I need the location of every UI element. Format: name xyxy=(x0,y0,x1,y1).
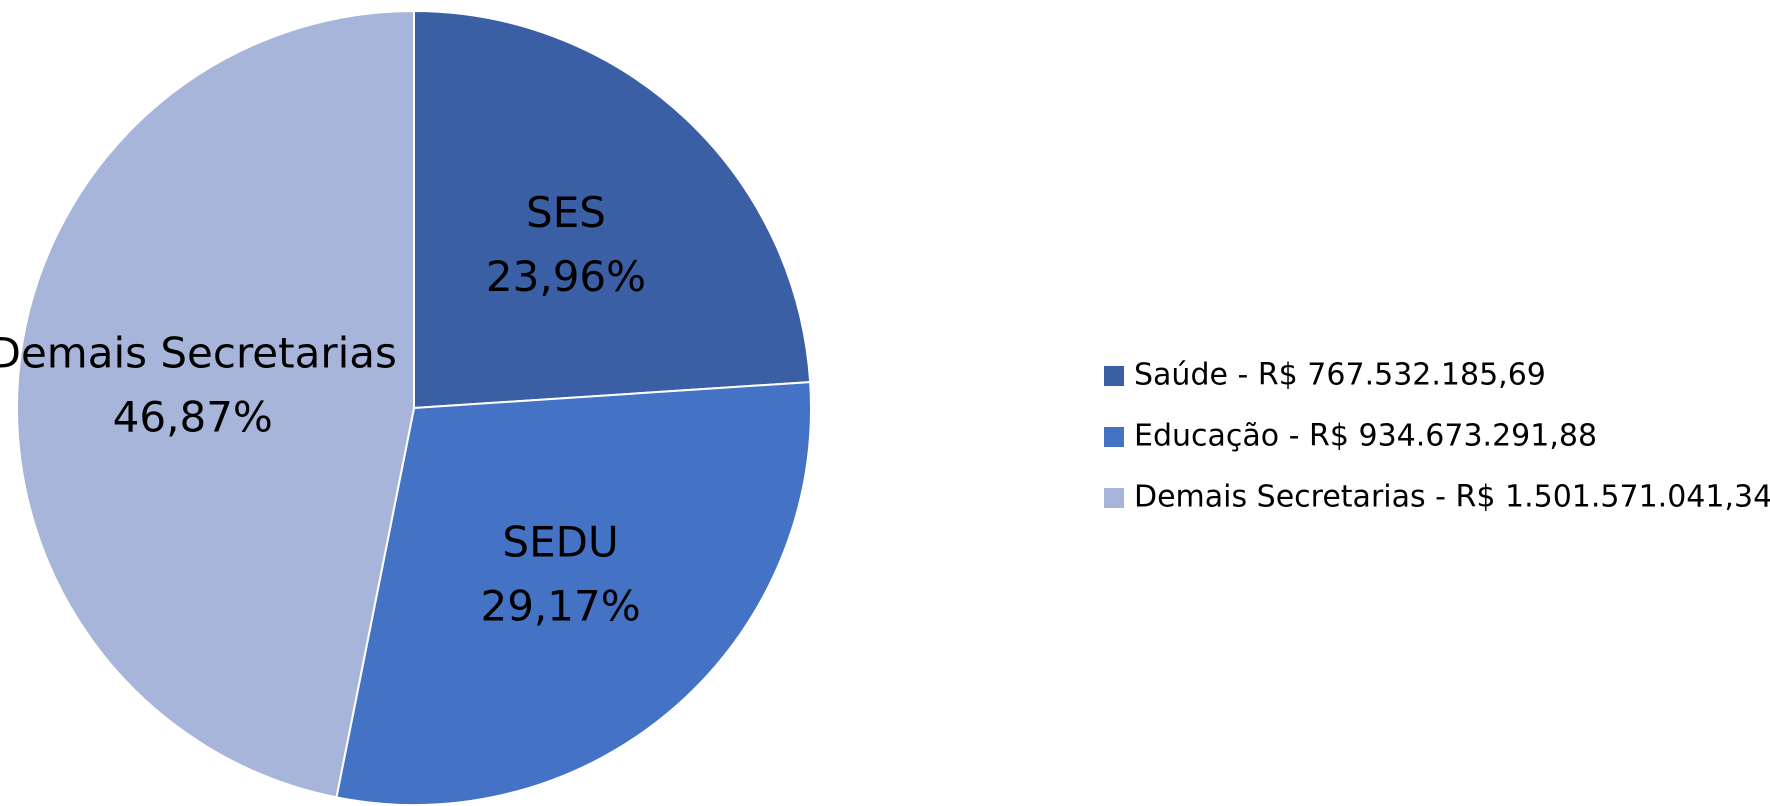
legend-label: Educação - R$ 934.673.291,88 xyxy=(1134,419,1597,454)
legend-swatch xyxy=(1104,427,1124,447)
legend-label: Saúde - R$ 767.532.185,69 xyxy=(1134,358,1546,393)
legend-swatch xyxy=(1104,366,1124,386)
legend-label: Demais Secretarias - R$ 1.501.571.041,34 xyxy=(1134,480,1770,515)
slice-category: Demais Secretarias xyxy=(0,329,397,378)
slice-value-label: 46,87% xyxy=(113,393,273,442)
slice-value-label: 29,17% xyxy=(480,582,640,631)
pie-slice xyxy=(413,9,812,410)
pie-slice xyxy=(335,381,812,806)
slice-value-label: 23,96% xyxy=(486,252,646,301)
slice-category: SEDU xyxy=(502,518,618,567)
pie-slice xyxy=(16,9,415,799)
legend-swatch xyxy=(1104,488,1124,508)
slice-category: SES xyxy=(526,188,606,237)
